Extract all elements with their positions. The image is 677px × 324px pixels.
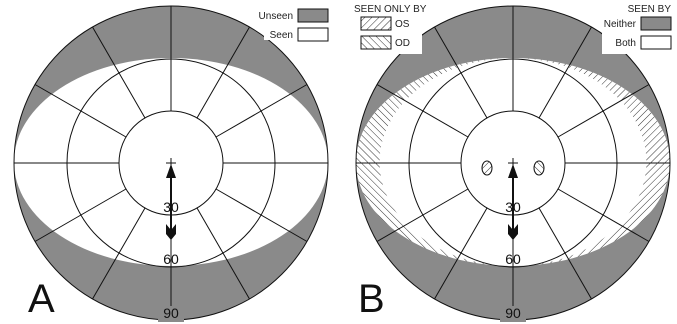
- panel-b-legend-seen-by: SEEN BY Neither Both: [602, 2, 676, 54]
- panel-b-os-only-region: [513, 58, 670, 266]
- legend-os-swatch: [360, 16, 392, 31]
- panel-a-field: 30 60 90: [13, 5, 329, 322]
- legend-seen-label: Seen: [270, 30, 293, 41]
- panel-b-field: 30 60 90: [355, 5, 671, 322]
- legend-seen-by-title: SEEN BY: [628, 4, 672, 15]
- panel-a-ring-label-30: 30: [163, 199, 179, 215]
- legend-seen-swatch: [297, 27, 329, 42]
- panel-b: 30 60 90 SEEN ONLY BY OS OD SEEN BY Neit…: [350, 2, 676, 322]
- panel-a-legend: Unseen Seen: [259, 2, 334, 42]
- panel-a-letter: A: [28, 277, 55, 321]
- panel-b-letter: B: [358, 277, 385, 321]
- legend-unseen-swatch: [297, 8, 329, 23]
- panel-a-ring-label-90: 90: [163, 305, 179, 321]
- panel-b-ring-label-30: 30: [505, 199, 521, 215]
- panel-a-ring-label-90-bg: [158, 306, 184, 322]
- legend-both-swatch: [640, 35, 672, 50]
- panel-b-direction-arrow-icon: [508, 164, 518, 240]
- legend-os-label: OS: [395, 19, 410, 30]
- legend-both-label: Both: [615, 38, 636, 49]
- panel-a-ring-label-60: 60: [163, 251, 179, 267]
- legend-od-label: OD: [395, 38, 410, 49]
- panel-b-ring-label-60: 60: [505, 251, 521, 267]
- legend-neither-swatch: [640, 16, 672, 31]
- legend-unseen-label: Unseen: [259, 11, 293, 22]
- panel-b-legend-seen-only-by: SEEN ONLY BY OS OD: [350, 2, 427, 54]
- legend-seen-only-by-title: SEEN ONLY BY: [354, 4, 427, 15]
- panel-b-blind-spot-left: [481, 160, 493, 176]
- panel-b-ring-label-90: 90: [505, 305, 521, 321]
- panel-a: 30 60 90 Unseen Seen A: [13, 2, 334, 322]
- legend-neither-label: Neither: [604, 19, 637, 30]
- panel-b-blind-spot-right: [533, 160, 545, 176]
- legend-od-swatch: [360, 35, 392, 50]
- panel-b-ring-label-90-bg: [500, 306, 526, 322]
- panel-a-direction-arrow-icon: [166, 164, 176, 240]
- panel-b-od-only-region: [356, 58, 513, 266]
